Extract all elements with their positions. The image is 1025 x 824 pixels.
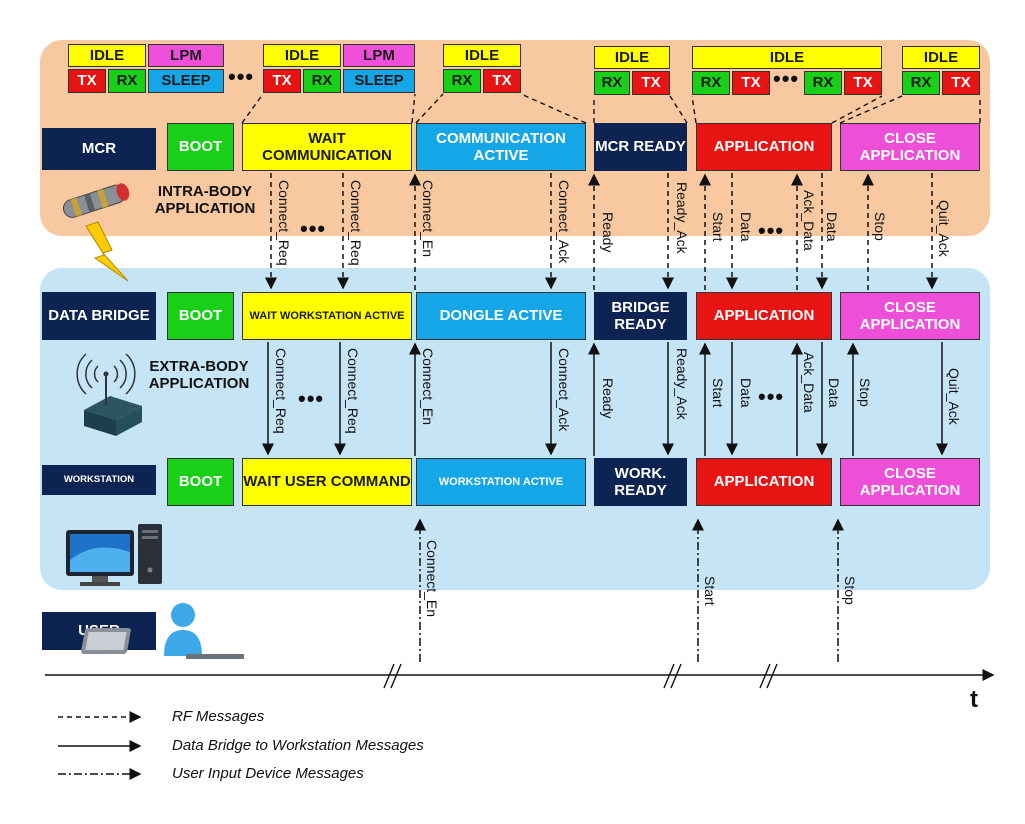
mcr-label: MCR xyxy=(42,128,156,170)
lightning-icon xyxy=(85,221,129,282)
substate-idle: IDLE xyxy=(68,44,146,67)
substate-tx: TX xyxy=(483,69,521,93)
msg-connect-req: Connect_Req xyxy=(273,348,289,434)
msg-start: Start xyxy=(710,212,726,242)
legend-lines xyxy=(58,711,142,780)
substate-sleep: SLEEP xyxy=(343,69,415,93)
ws-state-workstation-active: WORKSTATION ACTIVE xyxy=(416,458,586,506)
ellipsis: ••• xyxy=(773,66,800,91)
workstation-label: WORKSTATION xyxy=(42,465,156,495)
ws-state-wait-user-command: WAIT USER COMMAND xyxy=(242,458,412,506)
substate-rx: RX xyxy=(303,69,341,93)
mcr-state-boot: BOOT xyxy=(167,123,234,171)
msg-data: Data xyxy=(738,212,754,242)
user-arrows xyxy=(414,518,844,662)
substate-idle: IDLE xyxy=(902,46,980,69)
substate-tx: TX xyxy=(632,71,670,95)
msg-connect-en: Connect_En xyxy=(420,348,436,426)
msg-connect-en: Connect_En xyxy=(420,180,436,258)
bridge-state-boot: BOOT xyxy=(167,292,234,340)
mcr-state-application: APPLICATION xyxy=(696,123,832,171)
rf-arrows xyxy=(265,173,938,290)
mcr-state-communication-active: COMMUNICATION ACTIVE xyxy=(416,123,586,171)
substate-rx: RX xyxy=(108,69,146,93)
desktop-computer-icon xyxy=(66,524,162,586)
intra-body-label: INTRA-BODY APPLICATION xyxy=(154,183,256,218)
substate-lpm: LPM xyxy=(343,44,415,67)
ws-state-ready: WORK. READY xyxy=(594,458,687,506)
data-bridge-label: DATA BRIDGE xyxy=(42,292,156,340)
extra-body-label: EXTRA-BODY APPLICATION xyxy=(148,358,250,393)
msg-start: Start xyxy=(710,378,726,408)
ellipsis: ••• xyxy=(300,216,327,241)
substate-tx: TX xyxy=(68,69,106,93)
capsule-icon xyxy=(62,183,130,218)
msg-quit-ack: Quit_Ack xyxy=(946,368,962,425)
substate-rx: RX xyxy=(804,71,842,95)
substate-tx: TX xyxy=(263,69,301,93)
time-axis-label: t xyxy=(970,686,978,713)
substate-lpm: LPM xyxy=(148,44,224,67)
wireless-router-icon xyxy=(76,353,142,436)
msg-connect-req: Connect_Req xyxy=(345,348,361,434)
msg-ready-ack: Ready_Ack xyxy=(674,348,690,420)
legend-rf: RF Messages xyxy=(172,708,265,725)
msg-ack-data: Ack_Data xyxy=(801,190,817,251)
time-axis xyxy=(45,663,995,689)
msg-start: Start xyxy=(702,576,718,606)
ellipsis: ••• xyxy=(298,386,325,411)
msg-ready: Ready xyxy=(600,212,616,253)
mcr-state-ready: MCR READY xyxy=(594,123,687,171)
msg-connect-ack: Connect_Ack xyxy=(556,348,572,432)
ws-state-boot: BOOT xyxy=(167,458,234,506)
substate-rx: RX xyxy=(443,69,481,93)
msg-connect-req: Connect_Req xyxy=(348,180,364,266)
msg-data: Data xyxy=(824,212,840,242)
msg-stop: Stop xyxy=(857,378,873,407)
substate-tx: TX xyxy=(942,71,980,95)
msg-quit-ack: Quit_Ack xyxy=(936,200,952,257)
msg-data: Data xyxy=(826,378,842,408)
ws-state-close-application: CLOSE APPLICATION xyxy=(840,458,980,506)
ellipsis: ••• xyxy=(758,384,785,409)
substate-rx: RX xyxy=(692,71,730,95)
legend-bridge-ws: Data Bridge to Workstation Messages xyxy=(172,737,424,754)
mcr-state-wait-communication: WAIT COMMUNICATION xyxy=(242,123,412,171)
ws-state-application: APPLICATION xyxy=(696,458,832,506)
substate-idle: IDLE xyxy=(443,44,521,67)
substate-rx: RX xyxy=(594,71,630,95)
substate-sleep: SLEEP xyxy=(148,69,224,93)
user-icon xyxy=(81,603,244,659)
substate-idle: IDLE xyxy=(692,46,882,69)
substate-tx: TX xyxy=(732,71,770,95)
msg-connect-en: Connect_En xyxy=(424,540,440,618)
msg-ready: Ready xyxy=(600,378,616,419)
substate-connectors xyxy=(241,93,981,124)
msg-stop: Stop xyxy=(842,576,858,605)
substate-rx: RX xyxy=(902,71,940,95)
substate-tx: TX xyxy=(844,71,882,95)
bridge-state-wait-workstation-active: WAIT WORKSTATION ACTIVE xyxy=(242,292,412,340)
ellipsis: ••• xyxy=(758,218,785,243)
substate-idle: IDLE xyxy=(594,46,670,69)
msg-connect-ack: Connect_Ack xyxy=(556,180,572,264)
bridge-state-application: APPLICATION xyxy=(696,292,832,340)
bridge-state-close-application: CLOSE APPLICATION xyxy=(840,292,980,340)
msg-ready-ack: Ready_Ack xyxy=(674,182,690,254)
msg-data: Data xyxy=(738,378,754,408)
bridge-state-ready: BRIDGE READY xyxy=(594,292,687,340)
bridge-ws-arrows xyxy=(262,342,948,456)
substate-idle: IDLE xyxy=(263,44,341,67)
mcr-state-close-application: CLOSE APPLICATION xyxy=(840,123,980,171)
legend-user-input: User Input Device Messages xyxy=(172,765,364,782)
bridge-state-dongle-active: DONGLE ACTIVE xyxy=(416,292,586,340)
msg-ack-data: Ack_Data xyxy=(801,352,817,413)
ellipsis: ••• xyxy=(228,64,255,89)
msg-stop: Stop xyxy=(872,212,888,241)
msg-connect-req: Connect_Req xyxy=(276,180,292,266)
